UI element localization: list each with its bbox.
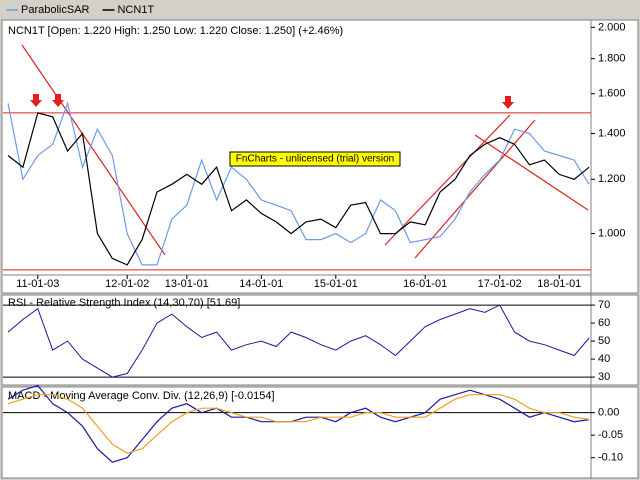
- x-tick-label: 17-01-02: [478, 278, 522, 290]
- rsi-panel: [1, 294, 639, 386]
- y-tick-label: 1.400: [598, 127, 626, 139]
- y-tick-label: 70: [598, 299, 610, 311]
- signal-arrows: [30, 94, 514, 109]
- x-tick-label: 14-01-01: [239, 278, 283, 290]
- series-line: [7, 304, 590, 378]
- y-tick-label: 60: [598, 317, 610, 329]
- series-line: [7, 112, 590, 266]
- x-tick-label: 12-01-02: [105, 278, 149, 290]
- series-line: [7, 394, 590, 454]
- y-tick-label: 1.800: [598, 53, 626, 65]
- y-tick-label: 0.00: [598, 407, 619, 419]
- trend-lines: [21, 44, 589, 259]
- x-tick-label: 13-01-01: [165, 278, 209, 290]
- y-tick-label: 2.000: [598, 21, 626, 33]
- x-tick-label: 16-01-01: [403, 278, 447, 290]
- y-tick-label: 30: [598, 371, 610, 383]
- macd-panel: [1, 386, 639, 479]
- x-tick-label: 11-01-03: [16, 278, 59, 290]
- chart-title: NCN1T [Open: 1.220 High: 1.250 Low: 1.22…: [8, 25, 343, 37]
- series-line: [7, 384, 590, 463]
- y-tick-label: 50: [598, 335, 610, 347]
- macd-title: MACD - Moving Average Conv. Div. (12,26,…: [8, 390, 275, 402]
- y-tick-label: 1.000: [598, 227, 626, 239]
- rsi-title: RSI - Relative Strength Index (14,30,70)…: [8, 297, 240, 309]
- series-line: [7, 101, 590, 266]
- x-tick-label: 18-01-01: [537, 278, 581, 290]
- legend-label: NCN1T: [117, 4, 154, 16]
- watermark: FnCharts - unlicensed (trial) version: [236, 154, 394, 165]
- y-tick-label: -0.05: [598, 429, 623, 441]
- x-tick-label: 15-01-01: [314, 278, 358, 290]
- y-tick-label: -0.10: [598, 452, 623, 464]
- legend-label: ParabolicSAR: [21, 4, 90, 16]
- watermark-box: [229, 151, 401, 167]
- y-tick-label: 1.600: [598, 88, 626, 100]
- y-tick-label: 40: [598, 353, 610, 365]
- y-tick-label: 1.200: [598, 173, 626, 185]
